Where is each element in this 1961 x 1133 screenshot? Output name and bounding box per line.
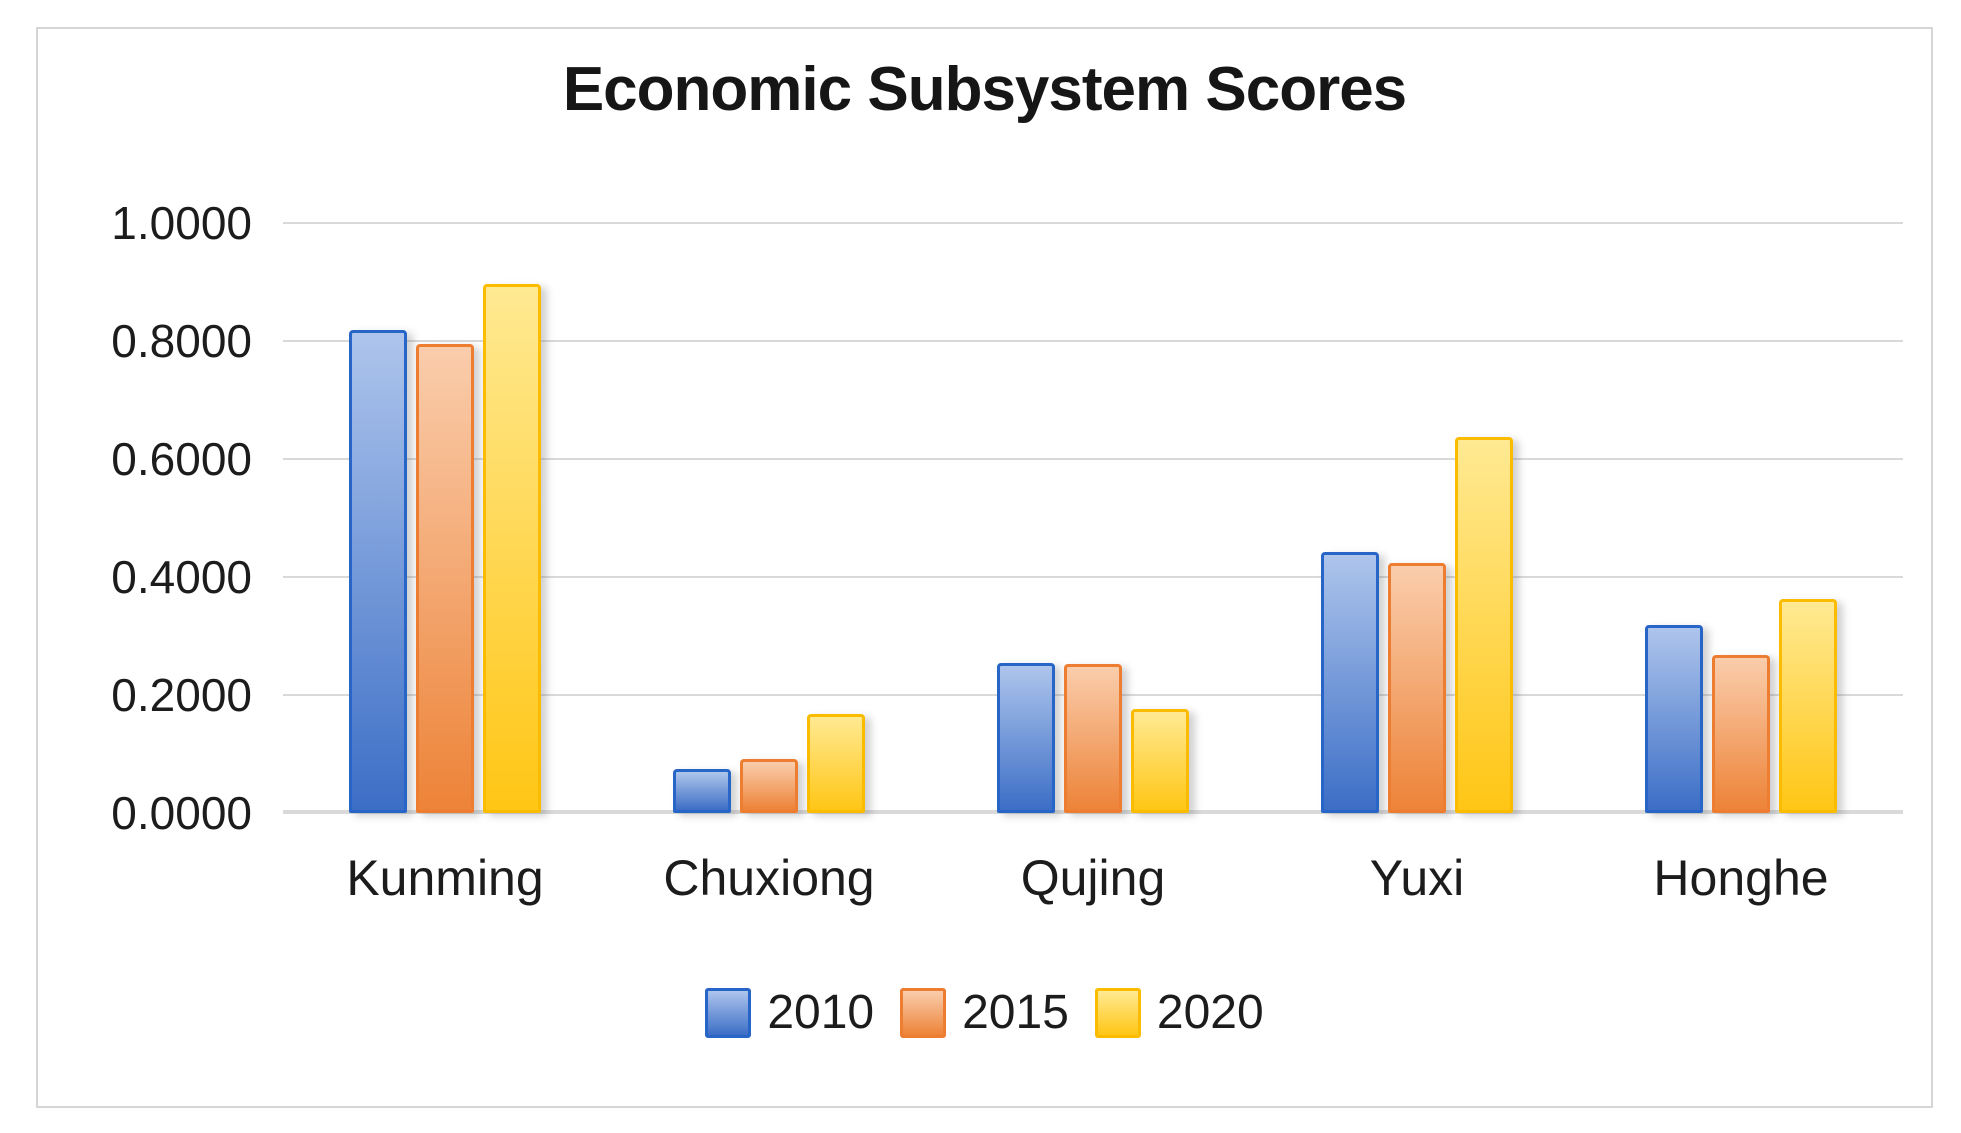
bar-2015-chuxiong (740, 758, 798, 813)
legend-item-2020: 2020 (1094, 986, 1264, 1039)
bar-cluster (1255, 223, 1579, 813)
chart-title: Economic Subsystem Scores (562, 55, 1407, 124)
legend-swatch-2020 (1094, 988, 1141, 1038)
bar-2020-yuxi (1455, 436, 1513, 813)
y-axis: 0.0000 0.2000 0.4000 0.6000 0.8000 1.0000 (40, 200, 252, 836)
bar-2015-yuxi (1388, 563, 1446, 813)
x-category-label: Kunming (346, 850, 544, 906)
legend-item-2015: 2015 (900, 988, 1069, 1038)
bar-cluster (283, 223, 607, 813)
bar-2015-kunming (416, 343, 474, 813)
bar-2010-qujing (997, 662, 1055, 813)
category-group-honghe: Honghe (1579, 223, 1903, 906)
bar-2010-yuxi (1321, 552, 1379, 813)
bar-2015-qujing (1064, 663, 1122, 813)
bar-cluster (1579, 223, 1903, 813)
gridline (283, 576, 1903, 578)
bar-2010-chuxiong (673, 768, 731, 813)
bar-2010-honghe (1645, 624, 1703, 813)
legend-label: 2015 (962, 986, 1069, 1039)
y-tick-label: 0.2000 (111, 669, 252, 721)
bar-groups: Kunming Chuxiong Qujing Yuxi Honghe (283, 223, 1903, 906)
bar-cluster (607, 223, 931, 813)
x-category-label: Chuxiong (663, 850, 875, 906)
legend-swatch-2015 (900, 988, 947, 1038)
gridline (283, 222, 1903, 224)
bar-2010-kunming (349, 330, 407, 813)
y-tick-label: 0.8000 (111, 315, 252, 367)
gridline (283, 458, 1903, 460)
legend-label: 2020 (1156, 986, 1264, 1039)
bar-cluster (931, 223, 1255, 813)
bar-2020-qujing (1131, 708, 1189, 813)
y-tick-label: 1.0000 (111, 197, 252, 249)
legend: 2010 2015 2020 (36, 988, 1933, 1038)
x-category-label: Qujing (1020, 850, 1166, 906)
plot-area: Kunming Chuxiong Qujing Yuxi Honghe (283, 222, 1903, 906)
bar-2020-honghe (1779, 599, 1837, 813)
category-group-chuxiong: Chuxiong (607, 223, 931, 906)
category-group-yuxi: Yuxi (1255, 223, 1579, 906)
x-category-label: Yuxi (1369, 850, 1465, 906)
bar-2020-chuxiong (807, 713, 865, 813)
legend-label: 2010 (767, 986, 875, 1039)
category-group-kunming: Kunming (283, 223, 607, 906)
gridline (283, 340, 1903, 342)
legend-swatch-2010 (705, 988, 752, 1038)
x-category-label: Honghe (1653, 850, 1829, 906)
legend-item-2010: 2010 (705, 988, 874, 1038)
y-tick-label: 0.0000 (111, 787, 252, 839)
bar-2015-honghe (1712, 654, 1770, 813)
y-tick-label: 0.4000 (111, 551, 252, 603)
category-group-qujing: Qujing (931, 223, 1255, 906)
y-tick-label: 0.6000 (111, 433, 252, 485)
bar-2020-kunming (483, 283, 541, 813)
